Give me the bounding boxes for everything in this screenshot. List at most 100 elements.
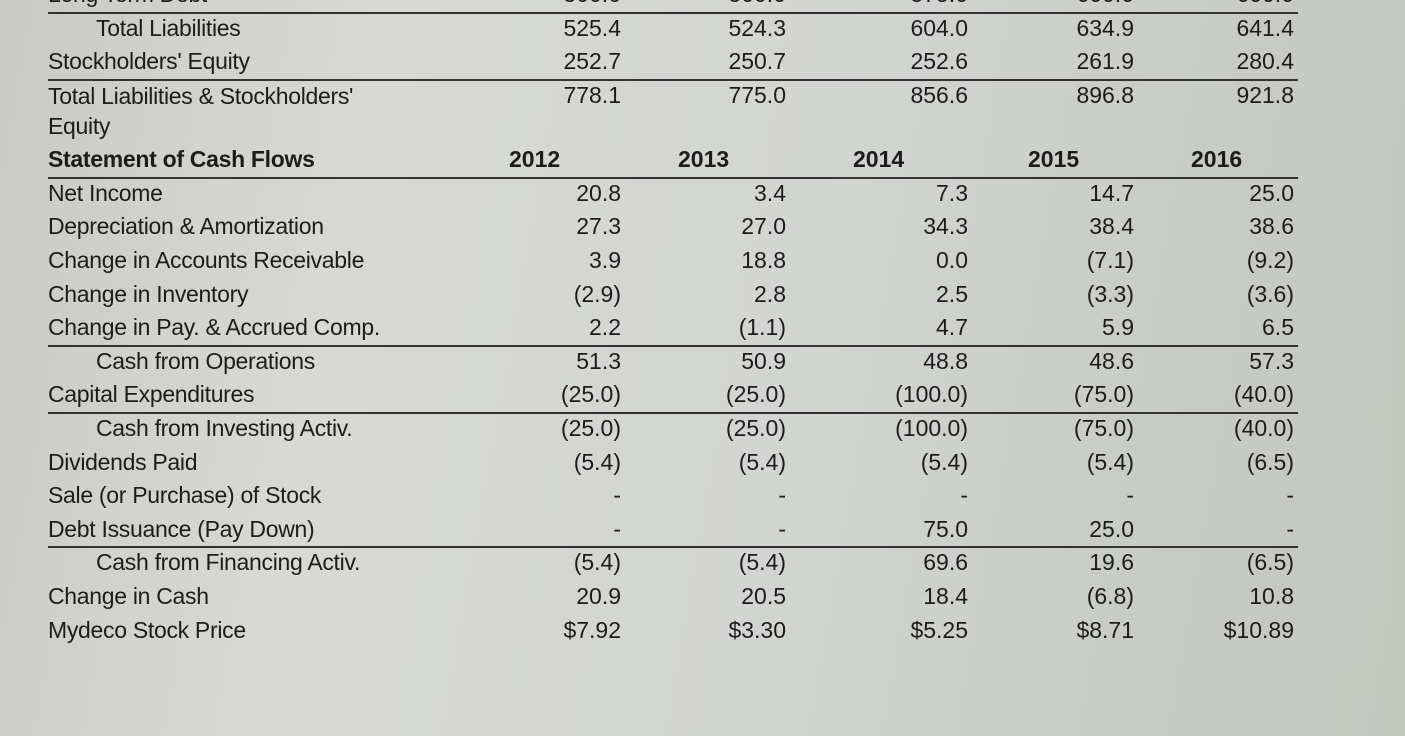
- cell-2012: (5.4): [573, 549, 621, 576]
- cell-2015: 14.7: [1089, 179, 1134, 206]
- row-label: Long Term Debt: [48, 0, 207, 12]
- cell-2015: (5.4): [1086, 448, 1134, 475]
- cell-2016: (9.2): [1246, 246, 1294, 273]
- year-header-2016: 2016: [1191, 145, 1243, 172]
- cell-2012: -: [613, 482, 621, 509]
- row-label: Sale (or Purchase) of Stock: [48, 482, 322, 509]
- cell-2012: 27.3: [576, 213, 621, 240]
- year-header-2014: 2014: [853, 145, 905, 172]
- cell-2016: 57.3: [1249, 347, 1294, 374]
- cell-2016: 6.5: [1262, 314, 1294, 341]
- cell-2014: 18.4: [923, 582, 968, 609]
- cell-2016: (6.5): [1246, 549, 1294, 576]
- cell-2015: (7.1): [1086, 246, 1134, 273]
- cell-2013: (5.4): [738, 549, 786, 576]
- cell-2014: (5.4): [920, 448, 968, 475]
- cell-2015: 38.4: [1089, 213, 1134, 240]
- cell-2013: 500.0: [666, 0, 786, 12]
- year-header-2012: 2012: [509, 145, 561, 172]
- cell-2013: 18.8: [741, 246, 786, 273]
- cell-2013: 250.7: [728, 48, 786, 75]
- cell-2015: (75.0): [1073, 381, 1134, 408]
- row-label: Net Income: [48, 179, 163, 206]
- cell-2012: (2.9): [573, 280, 621, 307]
- cell-2012: 778.1: [563, 81, 621, 108]
- cell-2016: 10.8: [1249, 582, 1294, 609]
- row-mydeco-stock-price: Mydeco Stock Price $7.92 $3.30 $5.25 $8.…: [48, 614, 1298, 648]
- row-label: Debt Issuance (Pay Down): [48, 515, 315, 542]
- financial-statements-sheet: Long Term Debt 500.0 500.0 575.0 600.0 6…: [48, 0, 1298, 647]
- row-label: Dividends Paid: [48, 448, 198, 475]
- cell-2015: 261.9: [1076, 48, 1134, 75]
- cell-2016: 280.4: [1236, 48, 1294, 75]
- cell-2012: (25.0): [560, 414, 621, 441]
- row-label: Total Liabilities: [96, 14, 241, 41]
- cell-2015: (6.8): [1086, 582, 1134, 609]
- cell-2016: -: [1286, 515, 1294, 542]
- cell-2015: 5.9: [1102, 314, 1134, 341]
- row-label: Cash from Investing Activ.: [96, 414, 353, 441]
- row-label: Cash from Operations: [96, 347, 315, 374]
- year-header-2015: 2015: [1028, 145, 1080, 172]
- row-depreciation-amortization: Depreciation & Amortization 27.3 27.0 34…: [48, 210, 1298, 244]
- cell-2015: 48.6: [1089, 347, 1134, 374]
- row-capital-expenditures: Capital Expenditures (25.0) (25.0) (100.…: [48, 378, 1298, 412]
- cell-2013: 50.9: [741, 347, 786, 374]
- year-header-2013: 2013: [678, 145, 730, 172]
- cell-2015: 25.0: [1089, 515, 1134, 542]
- row-label: Cash from Financing Activ.: [96, 549, 361, 576]
- row-total-liabilities-and-equity: Total Liabilities & Stockholders' Equity…: [48, 78, 1298, 141]
- row-cash-from-investing: Cash from Investing Activ. (25.0) (25.0)…: [48, 411, 1298, 446]
- cell-2016: $10.89: [1223, 616, 1294, 643]
- cell-2015: -: [1126, 482, 1134, 509]
- cell-2015: 634.9: [1076, 14, 1134, 41]
- cell-2013: 3.4: [754, 179, 786, 206]
- cell-2016: 38.6: [1249, 213, 1294, 240]
- row-label: Capital Expenditures: [48, 381, 255, 408]
- cell-2015: 19.6: [1089, 549, 1134, 576]
- cell-2013: (25.0): [725, 381, 786, 408]
- row-total-liabilities: Total Liabilities 525.4 524.3 604.0 634.…: [48, 11, 1298, 46]
- cell-2012: 20.9: [576, 582, 621, 609]
- row-label: Change in Pay. & Accrued Comp.: [48, 314, 380, 341]
- cell-2014: 48.8: [923, 347, 968, 374]
- row-cash-from-financing: Cash from Financing Activ. (5.4) (5.4) 6…: [48, 546, 1298, 580]
- cell-2014: 2.5: [936, 280, 968, 307]
- row-change-payables-accrued-comp: Change in Pay. & Accrued Comp. 2.2 (1.1)…: [48, 311, 1298, 345]
- cell-2014: 0.0: [936, 246, 968, 273]
- row-sale-purchase-of-stock: Sale (or Purchase) of Stock - - - - -: [48, 479, 1298, 513]
- cell-2015: (3.3): [1086, 280, 1134, 307]
- cash-flow-header: Statement of Cash Flows 2012 2013 2014 2…: [48, 141, 1298, 177]
- cell-2013: (5.4): [738, 448, 786, 475]
- cell-2013: 2.8: [754, 280, 786, 307]
- cell-2013: $3.30: [728, 616, 786, 643]
- cell-2013: 775.0: [728, 81, 786, 108]
- row-label: Mydeco Stock Price: [48, 616, 246, 643]
- row-change-inventory: Change in Inventory (2.9) 2.8 2.5 (3.3) …: [48, 278, 1298, 312]
- cell-2014: 75.0: [923, 515, 968, 542]
- row-debt-issuance: Debt Issuance (Pay Down) - - 75.0 25.0 -: [48, 513, 1298, 547]
- row-label: Change in Accounts Receivable: [48, 246, 365, 273]
- cell-2013: 20.5: [741, 582, 786, 609]
- cell-2012: 51.3: [576, 347, 621, 374]
- cell-2012: 20.8: [576, 179, 621, 206]
- cell-2012: -: [613, 515, 621, 542]
- cell-2014: 69.6: [923, 549, 968, 576]
- cell-2014: 604.0: [910, 14, 968, 41]
- cell-2016: (40.0): [1233, 414, 1294, 441]
- cell-2012: (25.0): [560, 381, 621, 408]
- row-label: Change in Inventory: [48, 280, 249, 307]
- row-label: Stockholders' Equity: [48, 48, 250, 75]
- row-label: Depreciation & Amortization: [48, 213, 324, 240]
- cell-2012: $7.92: [563, 616, 621, 643]
- cell-2013: -: [778, 482, 786, 509]
- cell-2013: 27.0: [741, 213, 786, 240]
- cell-2012: 500.0: [501, 0, 621, 12]
- cell-2012: 3.9: [589, 246, 621, 273]
- cell-2014: 856.6: [910, 81, 968, 108]
- cell-2014: -: [960, 482, 968, 509]
- row-label-line1: Total Liabilities & Stockholders': [48, 82, 354, 109]
- section-title: Statement of Cash Flows: [48, 145, 315, 172]
- cell-2012: 2.2: [589, 314, 621, 341]
- cell-2013: 524.3: [728, 14, 786, 41]
